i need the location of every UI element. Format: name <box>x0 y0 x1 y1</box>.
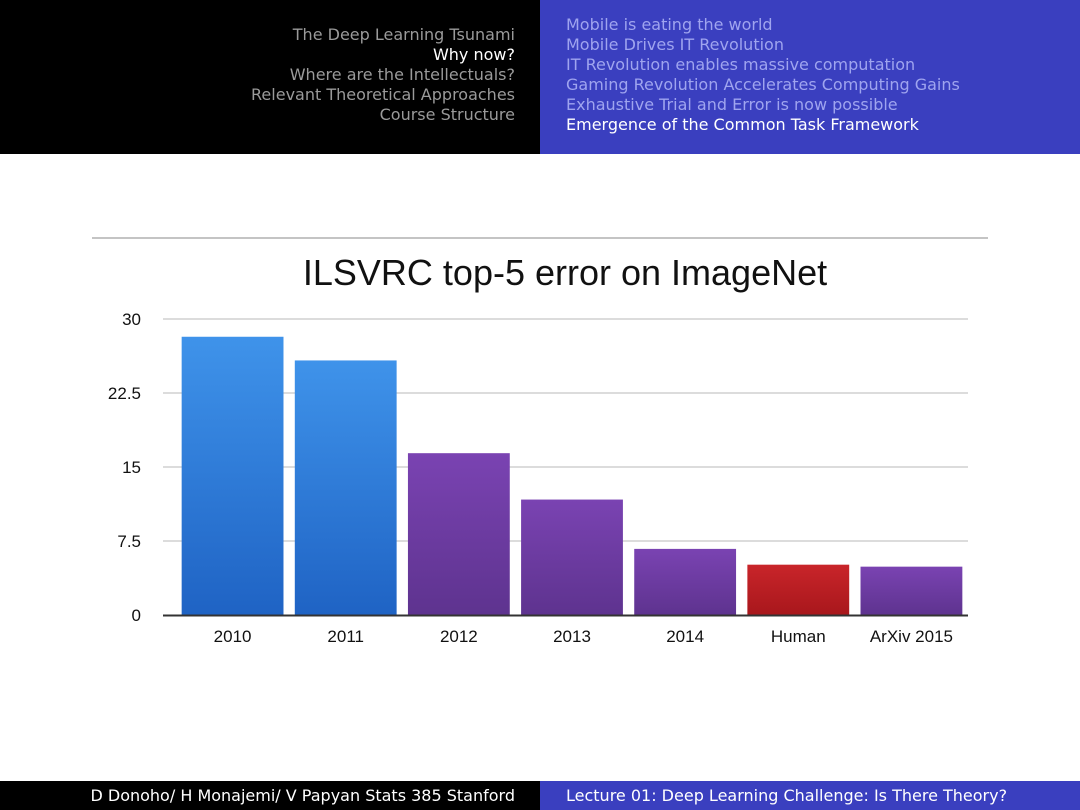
bar-2014 <box>634 548 737 615</box>
subsection-nav-item[interactable]: Emergence of the Common Task Framework <box>566 115 919 134</box>
header-sections-panel: The Deep Learning Tsunami Why now? Where a… <box>0 0 540 154</box>
x-tick-label: 2013 <box>553 627 591 646</box>
subsection-nav-item[interactable]: Mobile Drives IT Revolution <box>566 35 784 54</box>
bar-human <box>747 564 850 615</box>
section-nav-item[interactable]: The Deep Learning Tsunami <box>292 25 515 44</box>
x-tick-label: 2011 <box>327 627 364 646</box>
section-nav-item[interactable]: Relevant Theoretical Approaches <box>251 85 515 104</box>
x-tick-label: 2010 <box>214 627 252 646</box>
footer-authors: D Donoho/ H Monajemi/ V Papyan Stats 385… <box>90 786 515 805</box>
footer-lecture-bar: Lecture 01: Deep Learning Challenge: Is … <box>540 781 1080 810</box>
bar-2010 <box>181 336 284 615</box>
x-tick-label: 2014 <box>666 627 704 646</box>
x-tick-label: 2012 <box>440 627 478 646</box>
section-nav-item[interactable]: Where are the Intellectuals? <box>289 65 515 84</box>
footer-authors-bar: D Donoho/ H Monajemi/ V Papyan Stats 385… <box>0 781 540 810</box>
bar-arxiv-2015 <box>860 566 963 615</box>
x-tick-label: ArXiv 2015 <box>870 627 953 646</box>
y-tick-label: 15 <box>122 458 141 477</box>
subsection-nav-item[interactable]: Exhaustive Trial and Error is now possib… <box>566 95 898 114</box>
chart-area: ILSVRC top-5 error on ImageNet 2010 2011 2… <box>0 154 1080 781</box>
y-tick-label: 0 <box>132 606 141 625</box>
section-nav-item[interactable]: Course Structure <box>379 105 515 124</box>
chart-title: ILSVRC top-5 error on ImageNet <box>303 252 827 293</box>
y-tick-label: 30 <box>122 310 141 329</box>
bar-2012 <box>407 453 510 615</box>
x-tick-label: Human <box>771 627 826 646</box>
subsection-nav-item[interactable]: Mobile is eating the world <box>566 15 773 34</box>
bar-2011 <box>294 360 397 615</box>
y-tick-label: 22.5 <box>108 384 141 403</box>
footer-lecture-title: Lecture 01: Deep Learning Challenge: Is … <box>566 786 1008 805</box>
section-nav: The Deep Learning Tsunami Why now? Where a… <box>251 25 515 125</box>
bar-chart: ILSVRC top-5 error on ImageNet 2010 2011 2… <box>92 237 988 646</box>
y-tick-label: 7.5 <box>117 532 141 551</box>
subsection-nav-item[interactable]: Gaming Revolution Accelerates Computing … <box>566 75 960 94</box>
header-subsections-panel: Mobile is eating the world Mobile Drives … <box>540 0 1080 154</box>
subsection-nav: Mobile is eating the world Mobile Drives … <box>566 15 960 135</box>
section-nav-item[interactable]: Why now? <box>432 45 515 64</box>
subsection-nav-item[interactable]: IT Revolution enables massive computatio… <box>566 55 916 74</box>
bar-2013 <box>521 499 623 615</box>
